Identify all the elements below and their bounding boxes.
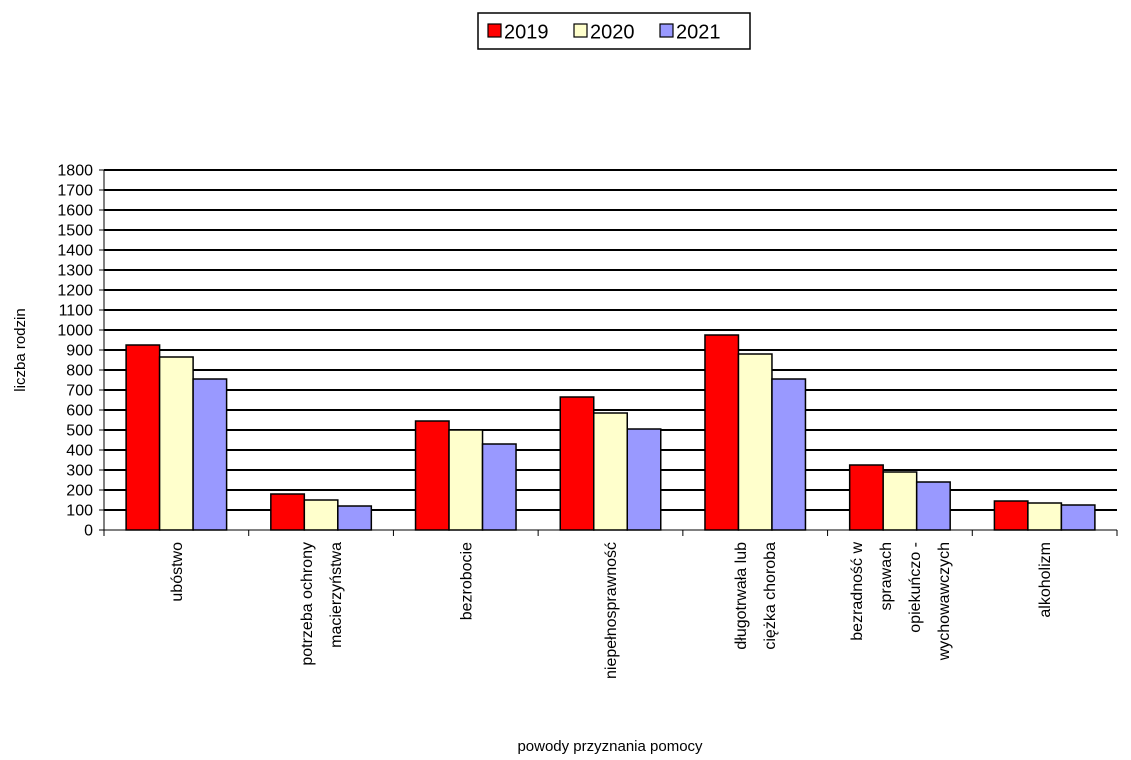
x-axis-label: powody przyznania pomocy <box>517 738 703 755</box>
axes <box>103 170 1118 536</box>
legend-label: 2019 <box>504 22 549 44</box>
y-tick-label: 400 <box>66 443 93 460</box>
y-tick-label: 1100 <box>59 303 94 320</box>
x-tick-label: alkoholizm <box>1037 542 1054 618</box>
bar-2020 <box>448 429 484 531</box>
bar-2019 <box>993 500 1029 531</box>
y-tick-label: 800 <box>66 363 93 380</box>
legend-label: 2021 <box>676 22 721 44</box>
bar-2020 <box>1027 502 1063 531</box>
x-tick-labels: ubóstwo potrzeba ochrony macierzyństwa bezr… <box>169 542 1054 679</box>
y-tick-label: 500 <box>66 423 93 440</box>
bar-2021 <box>626 428 662 531</box>
y-tick-labels: 0 100 200 300 400 500 600 700 800 900 1000 1100 1200… <box>57 163 93 540</box>
x-tick-label: potrzeba ochrony macierzyństwa <box>299 542 345 666</box>
y-tick-label: 200 <box>66 483 93 500</box>
bar-2021 <box>481 443 517 531</box>
legend-swatch-2021 <box>659 23 674 38</box>
y-tick-label: 1400 <box>57 243 93 260</box>
x-tick-label: bezradność w sprawach opiekuńczo - wychowaw… <box>849 542 953 662</box>
y-tick-label: 1000 <box>57 323 93 340</box>
bar-2019 <box>848 464 884 531</box>
x-tick-label: ubóstwo <box>169 542 186 602</box>
y-tick-label: 1700 <box>57 183 93 200</box>
bar-2020 <box>593 412 628 531</box>
x-tick-label: długotrwała lub ciężka choroba <box>733 542 779 650</box>
bar-2021 <box>192 378 228 531</box>
y-tick-label: 900 <box>66 343 93 360</box>
y-tick-label: 1200 <box>57 283 93 300</box>
bar-2021 <box>915 481 951 531</box>
bar-2020 <box>158 356 194 531</box>
bar-2021 <box>1060 504 1096 531</box>
bar-2019 <box>559 396 595 531</box>
legend-swatch-2020 <box>573 23 588 38</box>
y-tick-label: 1600 <box>57 203 93 220</box>
y-tick-label: 0 <box>84 523 93 540</box>
legend-box <box>477 12 751 50</box>
bar-2019 <box>125 344 161 531</box>
legend-label: 2020 <box>590 22 635 44</box>
bar-2019 <box>704 334 740 531</box>
bar-2020 <box>303 499 339 531</box>
y-tick-label: 1500 <box>57 223 93 240</box>
bar-2021 <box>337 505 373 531</box>
y-tick-label: 1300 <box>57 263 93 280</box>
x-tick-label: niepełnosprawność <box>603 542 620 679</box>
legend-swatch-2019 <box>487 23 502 38</box>
y-tick-label: 1800 <box>57 163 93 180</box>
bar-2019 <box>270 493 306 531</box>
bar-2021 <box>771 378 807 531</box>
y-axis-label: liczba rodzin <box>12 308 29 391</box>
y-tick-label: 700 <box>66 383 93 400</box>
bars <box>125 334 1096 531</box>
y-tick-label: 300 <box>66 463 93 480</box>
y-tick-label: 100 <box>66 503 93 520</box>
bar-2020 <box>737 353 773 531</box>
bar-2020 <box>882 471 918 531</box>
bar-2019 <box>414 420 450 531</box>
x-tick-label: bezrobocie <box>458 542 475 620</box>
legend: 2019 2020 2021 <box>477 12 751 50</box>
y-tick-label: 600 <box>66 403 93 420</box>
